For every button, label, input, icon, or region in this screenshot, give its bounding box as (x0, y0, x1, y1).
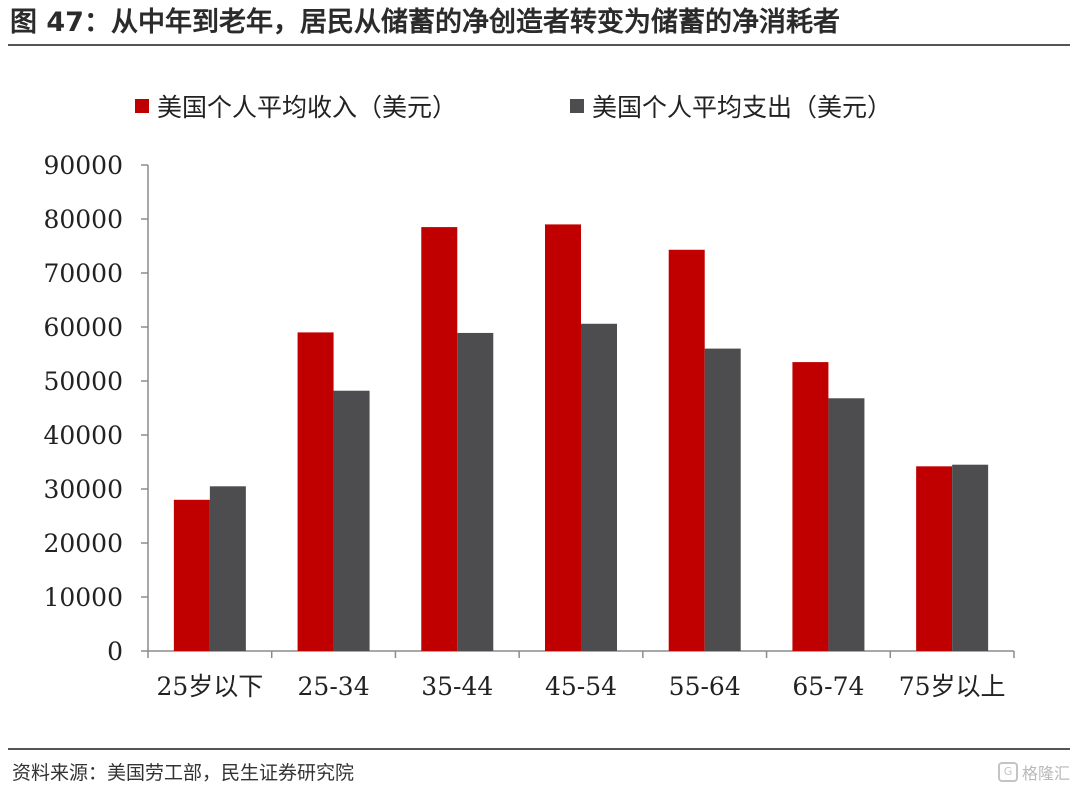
y-tick-label: 60000 (43, 313, 123, 342)
y-tick-label: 90000 (43, 151, 123, 180)
x-category-label: 65-74 (792, 672, 864, 701)
income-bar (545, 224, 581, 651)
watermark: G 格隆汇 (997, 760, 1070, 784)
y-tick-label: 40000 (43, 421, 123, 450)
expense-bar (457, 332, 494, 651)
y-tick-label: 70000 (43, 259, 123, 288)
expense-bar (828, 398, 865, 651)
bar-chart: 美国个人平均收入（美元） 美国个人平均支出（美元） 0 10000 20000 3000… (43, 93, 1015, 701)
expense-bar (209, 486, 246, 651)
income-bar (916, 466, 953, 651)
title-divider (8, 44, 1070, 46)
x-category-label: 25岁以下 (156, 672, 263, 701)
expense-bar (333, 390, 370, 651)
income-bar (792, 362, 829, 651)
chart-legend: 美国个人平均收入（美元） 美国个人平均支出（美元） (135, 93, 892, 122)
y-tick-label: 30000 (43, 475, 123, 504)
expense-bar (952, 464, 989, 651)
source-note: 资料来源：美国劳工部，民生证券研究院 (12, 762, 355, 784)
watermark-text: 格隆汇 (1021, 764, 1070, 783)
income-bar (297, 332, 334, 651)
expense-bar (581, 323, 617, 651)
bars (173, 224, 989, 651)
y-axis: 0 10000 20000 30000 40000 50000 60000 70000 8000… (43, 151, 149, 666)
legend-swatch-income (135, 99, 149, 113)
income-bar (421, 227, 458, 651)
x-category-label: 75岁以上 (899, 672, 1006, 701)
legend-label-income: 美国个人平均收入（美元） (157, 93, 457, 122)
expense-bar (704, 348, 741, 651)
income-bar (173, 499, 210, 651)
y-tick-label: 10000 (43, 583, 123, 612)
y-tick-label: 0 (107, 637, 123, 666)
y-tick-label: 20000 (43, 529, 123, 558)
y-tick-label: 50000 (43, 367, 123, 396)
x-category-label: 45-54 (545, 672, 617, 701)
legend-label-expense: 美国个人平均支出（美元） (592, 93, 892, 122)
watermark-logo-icon: G (997, 762, 1018, 782)
x-category-label: 35-44 (421, 672, 493, 701)
footer-divider (8, 748, 1070, 750)
y-tick-label: 80000 (43, 205, 123, 234)
x-category-label: 25-34 (298, 672, 370, 701)
income-bar (668, 249, 705, 651)
x-category-label: 55-64 (669, 672, 741, 701)
legend-swatch-expense (570, 99, 584, 113)
figure-title: 图 47：从中年到老年，居民从储蓄的净创造者转变为储蓄的净消耗者 (10, 7, 840, 38)
x-axis: 25岁以下 25-34 35-44 45-54 55-64 65-74 75岁以上 (147, 650, 1015, 701)
